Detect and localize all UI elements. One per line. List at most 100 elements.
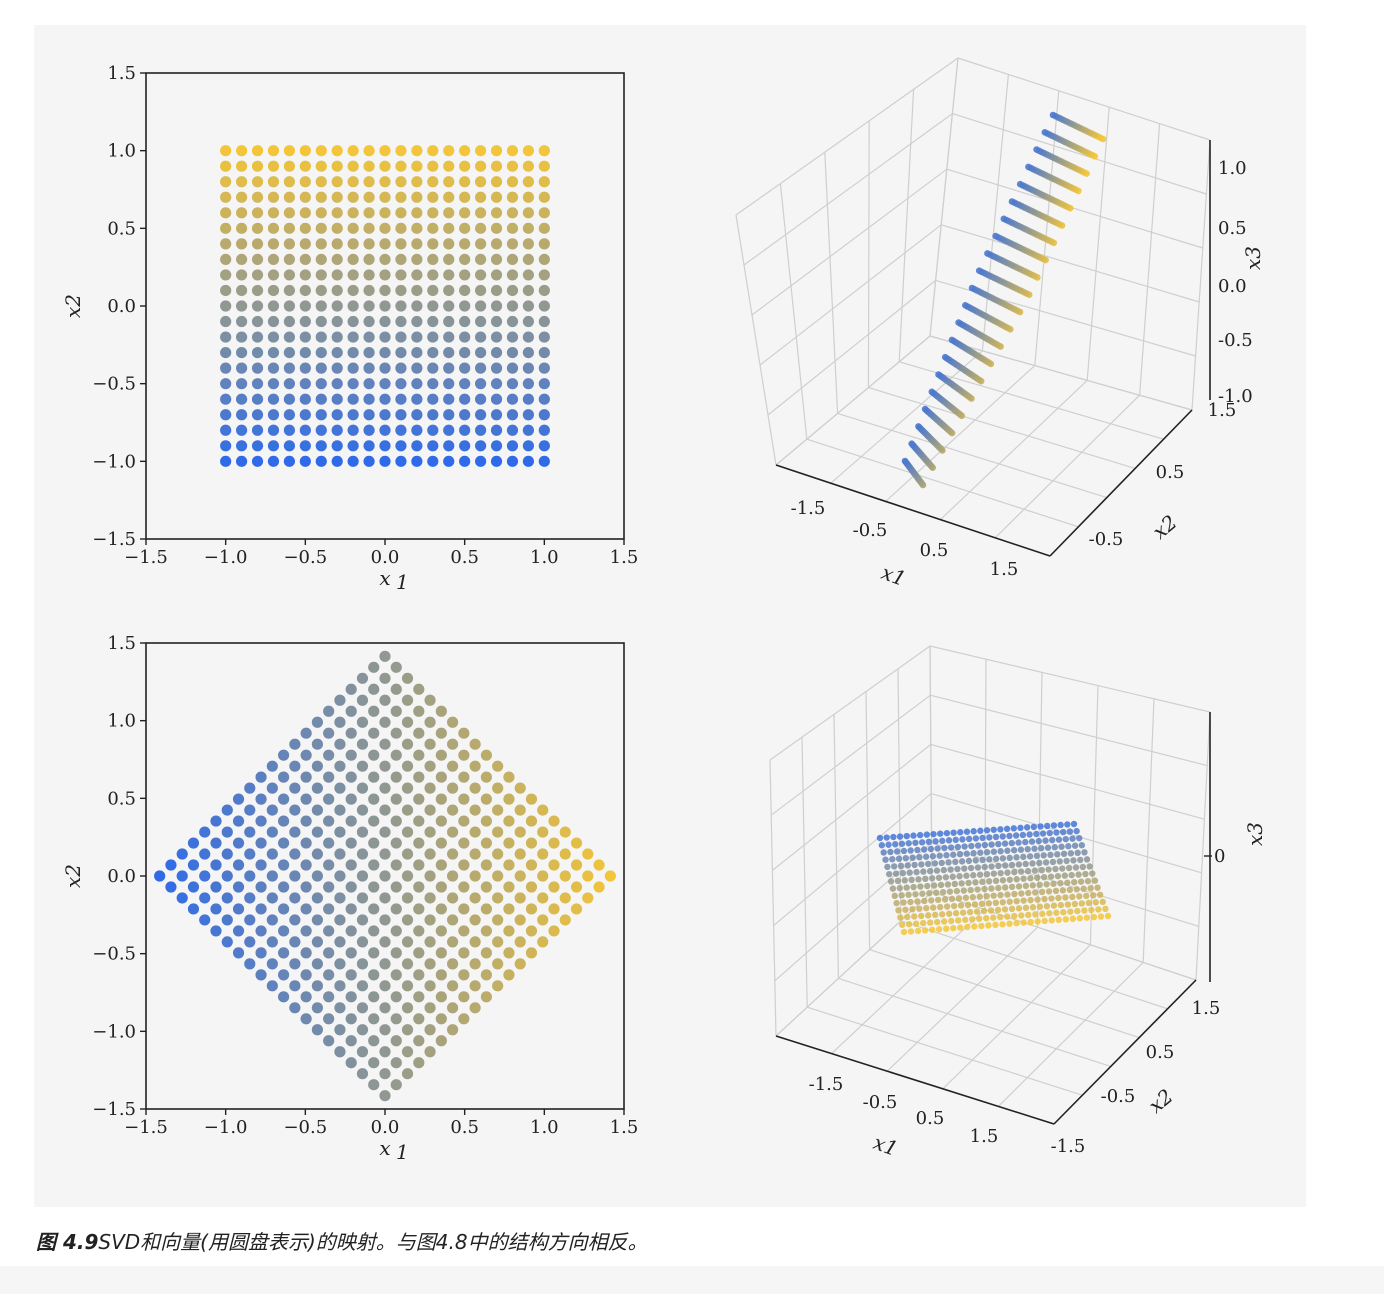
x-axis-label: x1 — [870, 1130, 901, 1161]
data-point — [255, 815, 267, 827]
data-point — [220, 424, 232, 436]
data-point — [538, 222, 550, 234]
data-point — [347, 424, 359, 436]
data-point — [503, 793, 515, 805]
data-point — [345, 859, 357, 871]
data-point — [334, 782, 346, 794]
data-point — [895, 907, 902, 914]
data-point — [334, 936, 346, 948]
data-point — [492, 870, 504, 882]
data-point — [475, 207, 487, 219]
data-point — [427, 440, 439, 452]
data-point — [347, 269, 359, 281]
data-point — [490, 300, 503, 312]
data-point — [957, 902, 965, 909]
data-point — [492, 914, 504, 926]
data-point — [992, 921, 999, 929]
data-point — [522, 176, 535, 188]
data-point — [443, 145, 455, 157]
data-point — [1057, 880, 1064, 887]
data-point — [251, 269, 264, 281]
data-point — [251, 347, 264, 359]
data-point — [299, 300, 311, 312]
data-point — [427, 145, 439, 157]
data-point — [379, 958, 391, 970]
data-point — [331, 424, 343, 436]
data-point — [459, 160, 471, 172]
z-tick-label: -0.5 — [1218, 330, 1253, 351]
data-point — [910, 832, 917, 839]
data-point — [548, 903, 560, 915]
data-point — [537, 914, 549, 926]
data-point — [490, 378, 503, 390]
data-point — [255, 903, 267, 915]
data-point — [914, 927, 922, 935]
data-point — [924, 860, 932, 868]
data-point — [981, 885, 988, 893]
data-point — [411, 424, 423, 436]
data-point — [390, 991, 402, 1003]
data-point — [411, 284, 423, 297]
data-point — [427, 284, 439, 297]
data-point — [961, 865, 968, 872]
x-tick-label: 1.0 — [530, 1117, 559, 1138]
data-point — [902, 854, 910, 862]
data-point — [976, 915, 983, 922]
data-point — [999, 833, 1006, 840]
data-point — [345, 881, 357, 893]
data-point — [951, 880, 959, 888]
x-tick-label: −1.0 — [204, 547, 248, 568]
data-point — [1072, 864, 1080, 871]
grid-line — [775, 335, 931, 466]
data-point — [514, 782, 526, 794]
data-point — [538, 362, 550, 374]
data-point — [232, 925, 245, 937]
data-point — [267, 269, 280, 281]
data-point — [395, 409, 407, 421]
data-point — [251, 424, 264, 436]
data-point — [538, 393, 550, 405]
data-point — [331, 347, 343, 359]
data-point — [411, 331, 423, 343]
data-point — [266, 848, 278, 860]
data-point — [345, 1013, 357, 1025]
data-point — [443, 424, 455, 436]
data-point — [973, 908, 981, 915]
data-point — [914, 846, 921, 854]
data-point — [514, 804, 526, 816]
y-tick-label: -0.5 — [1089, 529, 1124, 550]
data-point — [1045, 888, 1053, 895]
data-point — [446, 936, 459, 948]
page-bottom-bar — [0, 1266, 1384, 1294]
data-point — [963, 828, 971, 835]
data-point — [315, 440, 327, 452]
grid-line — [751, 168, 948, 316]
data-point — [538, 207, 550, 219]
data-point — [522, 238, 535, 250]
data-point — [921, 927, 929, 934]
data-point — [907, 928, 915, 935]
data-point — [469, 848, 481, 860]
data-point — [283, 409, 295, 421]
data-point — [912, 891, 919, 898]
data-point — [469, 1002, 481, 1014]
data-point — [1066, 886, 1074, 894]
data-point — [255, 771, 267, 783]
data-point — [475, 440, 487, 452]
data-point — [427, 160, 439, 172]
axis-line — [1053, 979, 1197, 1125]
data-point — [251, 440, 264, 452]
x-tick-label: −1.0 — [204, 1117, 248, 1138]
data-point — [368, 1035, 380, 1047]
data-point — [978, 922, 985, 930]
data-point — [880, 849, 887, 856]
data-point — [1054, 851, 1061, 858]
data-point — [435, 1035, 447, 1047]
data-point — [458, 793, 470, 805]
data-point — [390, 881, 402, 893]
data-point — [883, 834, 890, 841]
data-point — [506, 455, 519, 467]
data-point — [390, 925, 402, 937]
data-point — [210, 815, 222, 827]
data-point — [1036, 881, 1043, 889]
